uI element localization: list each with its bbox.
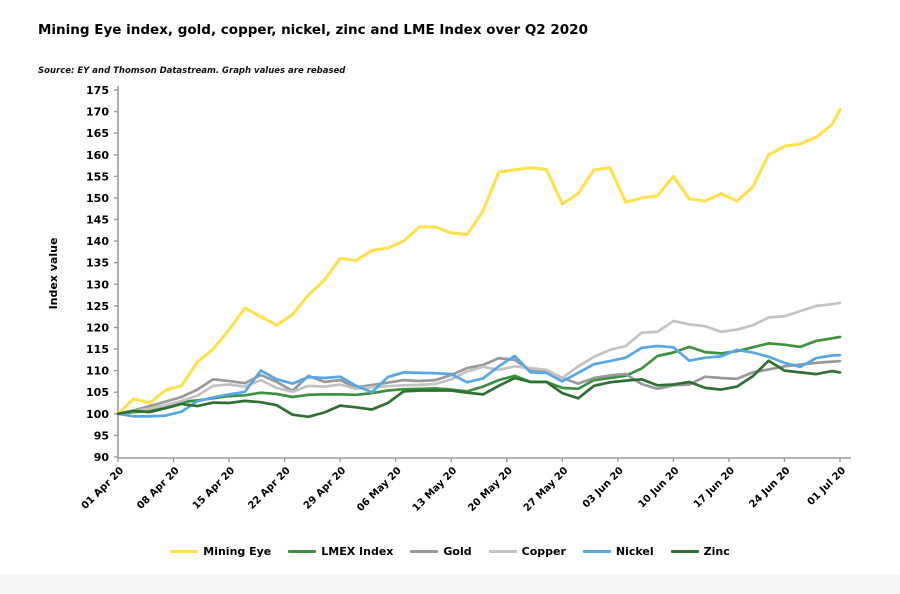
- x-tick-label: 08 Apr 20: [135, 465, 181, 511]
- y-tick-label: 145: [86, 214, 109, 227]
- y-tick-label: 90: [94, 451, 110, 464]
- y-tick-label: 160: [86, 149, 109, 162]
- x-tick-label: 10 Jun 20: [636, 465, 681, 510]
- y-tick-label: 120: [86, 321, 109, 334]
- legend-label: LMEX Index: [321, 545, 394, 558]
- x-tick-label: 03 Jun 20: [581, 465, 626, 510]
- legend-label: Gold: [443, 545, 472, 558]
- x-tick-label: 17 Jun 20: [692, 465, 737, 510]
- legend-item-nickel: Nickel: [582, 545, 654, 558]
- legend-label: Mining Eye: [203, 545, 272, 558]
- y-tick-label: 125: [86, 300, 109, 313]
- x-tick-label: 01 Jul 20: [806, 465, 849, 508]
- y-tick-label: 135: [86, 257, 109, 270]
- y-tick-label: 175: [86, 84, 109, 97]
- legend-swatch: [582, 550, 611, 553]
- series-line-nickel: [116, 344, 842, 418]
- legend-item-lmex-index: LMEX Index: [288, 545, 393, 558]
- legend-item-mining-eye: Mining Eye: [170, 545, 271, 558]
- legend-swatch: [288, 550, 317, 553]
- y-tick-label: 165: [86, 127, 109, 140]
- page-title: Mining Eye index, gold, copper, nickel, …: [38, 22, 588, 38]
- x-tick-label: 22 Apr 20: [246, 465, 292, 511]
- legend-item-gold: Gold: [410, 545, 472, 558]
- series-line-zinc: [116, 359, 842, 419]
- y-tick-label: 155: [86, 170, 109, 183]
- legend-swatch: [170, 550, 199, 553]
- series-line-gold: [116, 356, 842, 416]
- y-tick-label: 100: [86, 408, 109, 421]
- legend-label: Nickel: [615, 545, 654, 558]
- y-tick-label: 150: [86, 192, 109, 205]
- y-tick-label: 115: [86, 343, 109, 356]
- legend-item-zinc: Zinc: [670, 545, 730, 558]
- x-tick-label: 20 May 20: [466, 465, 515, 514]
- bottom-strip: [0, 574, 900, 594]
- legend-swatch: [670, 550, 699, 553]
- legend-label: Zinc: [703, 545, 730, 558]
- x-tick-label: 01 Apr 20: [80, 465, 126, 511]
- series-line-mining-eye: [116, 107, 842, 416]
- legend-label: Copper: [521, 545, 566, 558]
- x-tick-label: 24 Jun 20: [747, 465, 792, 510]
- x-tick-label: 06 May 20: [355, 465, 404, 514]
- y-tick-label: 105: [86, 386, 109, 399]
- legend-item-copper: Copper: [488, 545, 566, 558]
- source-note: Source: EY and Thomson Datastream. Graph…: [38, 66, 346, 76]
- chart-legend: Mining Eye LMEX Index Gold Copper Nickel Zinc: [0, 545, 900, 558]
- series-line-lmex-index: [116, 335, 842, 416]
- series-line-copper: [116, 301, 842, 416]
- x-tick-label: 27 May 20: [522, 465, 571, 514]
- y-tick-label: 95: [94, 429, 109, 442]
- x-tick-label: 29 Apr 20: [302, 465, 348, 511]
- y-axis-title: Index value: [47, 238, 60, 310]
- y-tick-label: 130: [86, 278, 109, 291]
- legend-swatch: [488, 550, 517, 553]
- y-tick-label: 170: [86, 106, 109, 119]
- legend-swatch: [410, 550, 439, 553]
- x-tick-label: 13 May 20: [411, 465, 460, 514]
- y-tick-label: 140: [86, 235, 109, 248]
- x-tick-label: 15 Apr 20: [191, 465, 237, 511]
- y-tick-label: 110: [86, 365, 109, 378]
